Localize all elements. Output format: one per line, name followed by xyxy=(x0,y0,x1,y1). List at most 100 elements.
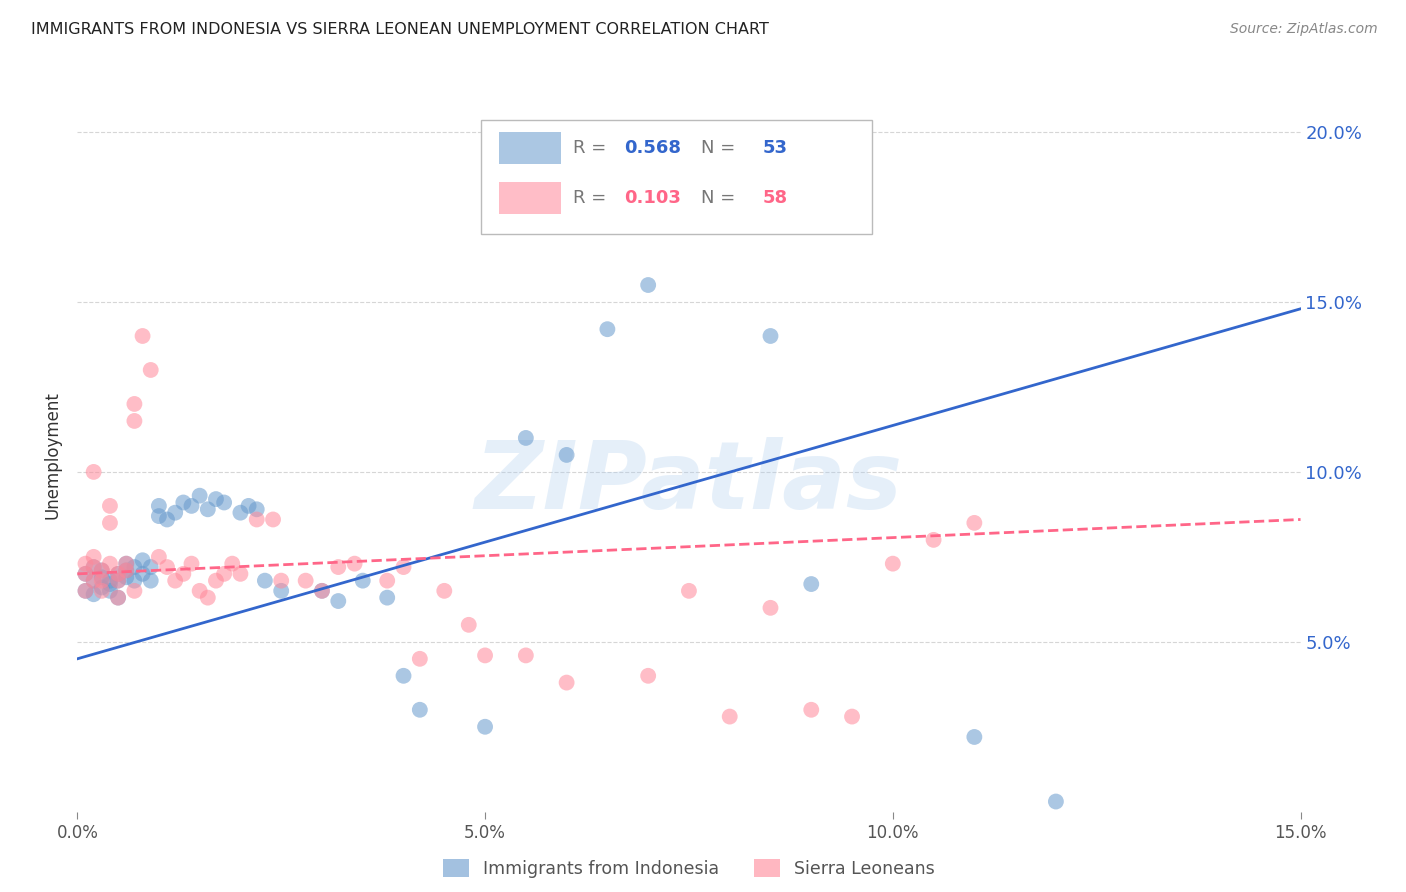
Point xyxy=(98,516,121,530)
Point xyxy=(115,557,138,571)
Point xyxy=(963,516,986,530)
Point xyxy=(253,574,276,588)
Point xyxy=(718,709,741,723)
Text: R =: R = xyxy=(572,139,612,157)
Point xyxy=(75,557,97,571)
Point xyxy=(1045,795,1067,809)
Point xyxy=(637,278,659,293)
Point xyxy=(188,489,211,503)
Point xyxy=(515,648,537,663)
Point xyxy=(246,512,269,526)
Point xyxy=(148,509,170,524)
Point xyxy=(124,397,146,411)
Point xyxy=(107,591,129,605)
Point xyxy=(800,703,823,717)
Point xyxy=(409,652,432,666)
Point xyxy=(172,495,194,509)
Point xyxy=(229,566,252,581)
Point xyxy=(188,583,211,598)
Point xyxy=(375,574,398,588)
Point xyxy=(352,574,374,588)
Y-axis label: Unemployment: Unemployment xyxy=(44,391,62,519)
Point xyxy=(139,574,162,588)
Point xyxy=(555,448,578,462)
Point xyxy=(311,583,333,598)
Point xyxy=(75,566,97,581)
Point xyxy=(107,566,129,581)
Point xyxy=(124,583,146,598)
Point xyxy=(212,495,235,509)
Point xyxy=(98,577,121,591)
Text: ZIPatlas: ZIPatlas xyxy=(475,437,903,530)
Point xyxy=(205,492,228,507)
Point xyxy=(433,583,456,598)
Point xyxy=(328,594,350,608)
Point xyxy=(107,566,129,581)
Point xyxy=(375,591,398,605)
Point xyxy=(678,583,700,598)
FancyBboxPatch shape xyxy=(481,120,873,234)
Point xyxy=(83,465,105,479)
Point xyxy=(115,570,138,584)
Point xyxy=(246,502,269,516)
Point xyxy=(124,414,146,428)
Point xyxy=(156,512,179,526)
Point xyxy=(115,564,138,578)
Text: 0.568: 0.568 xyxy=(624,139,681,157)
Point xyxy=(90,564,112,578)
Point xyxy=(124,560,146,574)
Text: 58: 58 xyxy=(762,189,787,207)
Point xyxy=(165,574,187,588)
Point xyxy=(98,583,121,598)
Point xyxy=(238,499,260,513)
Point xyxy=(212,566,235,581)
Point xyxy=(197,591,219,605)
Point xyxy=(392,669,415,683)
Point xyxy=(83,574,105,588)
Point xyxy=(343,557,366,571)
Point xyxy=(555,675,578,690)
Point xyxy=(131,553,153,567)
Point xyxy=(148,549,170,564)
Point xyxy=(115,557,138,571)
Point xyxy=(841,709,863,723)
Point xyxy=(83,560,105,574)
Point xyxy=(131,329,153,343)
Point xyxy=(172,566,194,581)
FancyBboxPatch shape xyxy=(499,182,561,214)
Point xyxy=(124,574,146,588)
Point xyxy=(90,570,112,584)
Point xyxy=(98,499,121,513)
Point xyxy=(262,512,284,526)
Point xyxy=(205,574,228,588)
Point xyxy=(596,322,619,336)
Point xyxy=(75,566,97,581)
Point xyxy=(882,557,904,571)
Point xyxy=(90,583,112,598)
Text: 0.103: 0.103 xyxy=(624,189,681,207)
Point xyxy=(221,557,243,571)
Point xyxy=(75,583,97,598)
Point xyxy=(759,329,782,343)
Point xyxy=(922,533,945,547)
Point xyxy=(180,557,202,571)
Point xyxy=(270,583,292,598)
Point xyxy=(229,506,252,520)
Point xyxy=(409,703,432,717)
Point xyxy=(83,574,105,588)
Point xyxy=(90,581,112,595)
Point xyxy=(800,577,823,591)
Text: 53: 53 xyxy=(762,139,787,157)
Point xyxy=(148,499,170,513)
Point xyxy=(107,591,129,605)
Point xyxy=(98,557,121,571)
Point xyxy=(131,566,153,581)
Point xyxy=(139,363,162,377)
Point xyxy=(515,431,537,445)
Point xyxy=(311,583,333,598)
Point xyxy=(270,574,292,588)
Point xyxy=(83,549,105,564)
Point xyxy=(139,560,162,574)
Point xyxy=(457,617,479,632)
Point xyxy=(107,574,129,588)
